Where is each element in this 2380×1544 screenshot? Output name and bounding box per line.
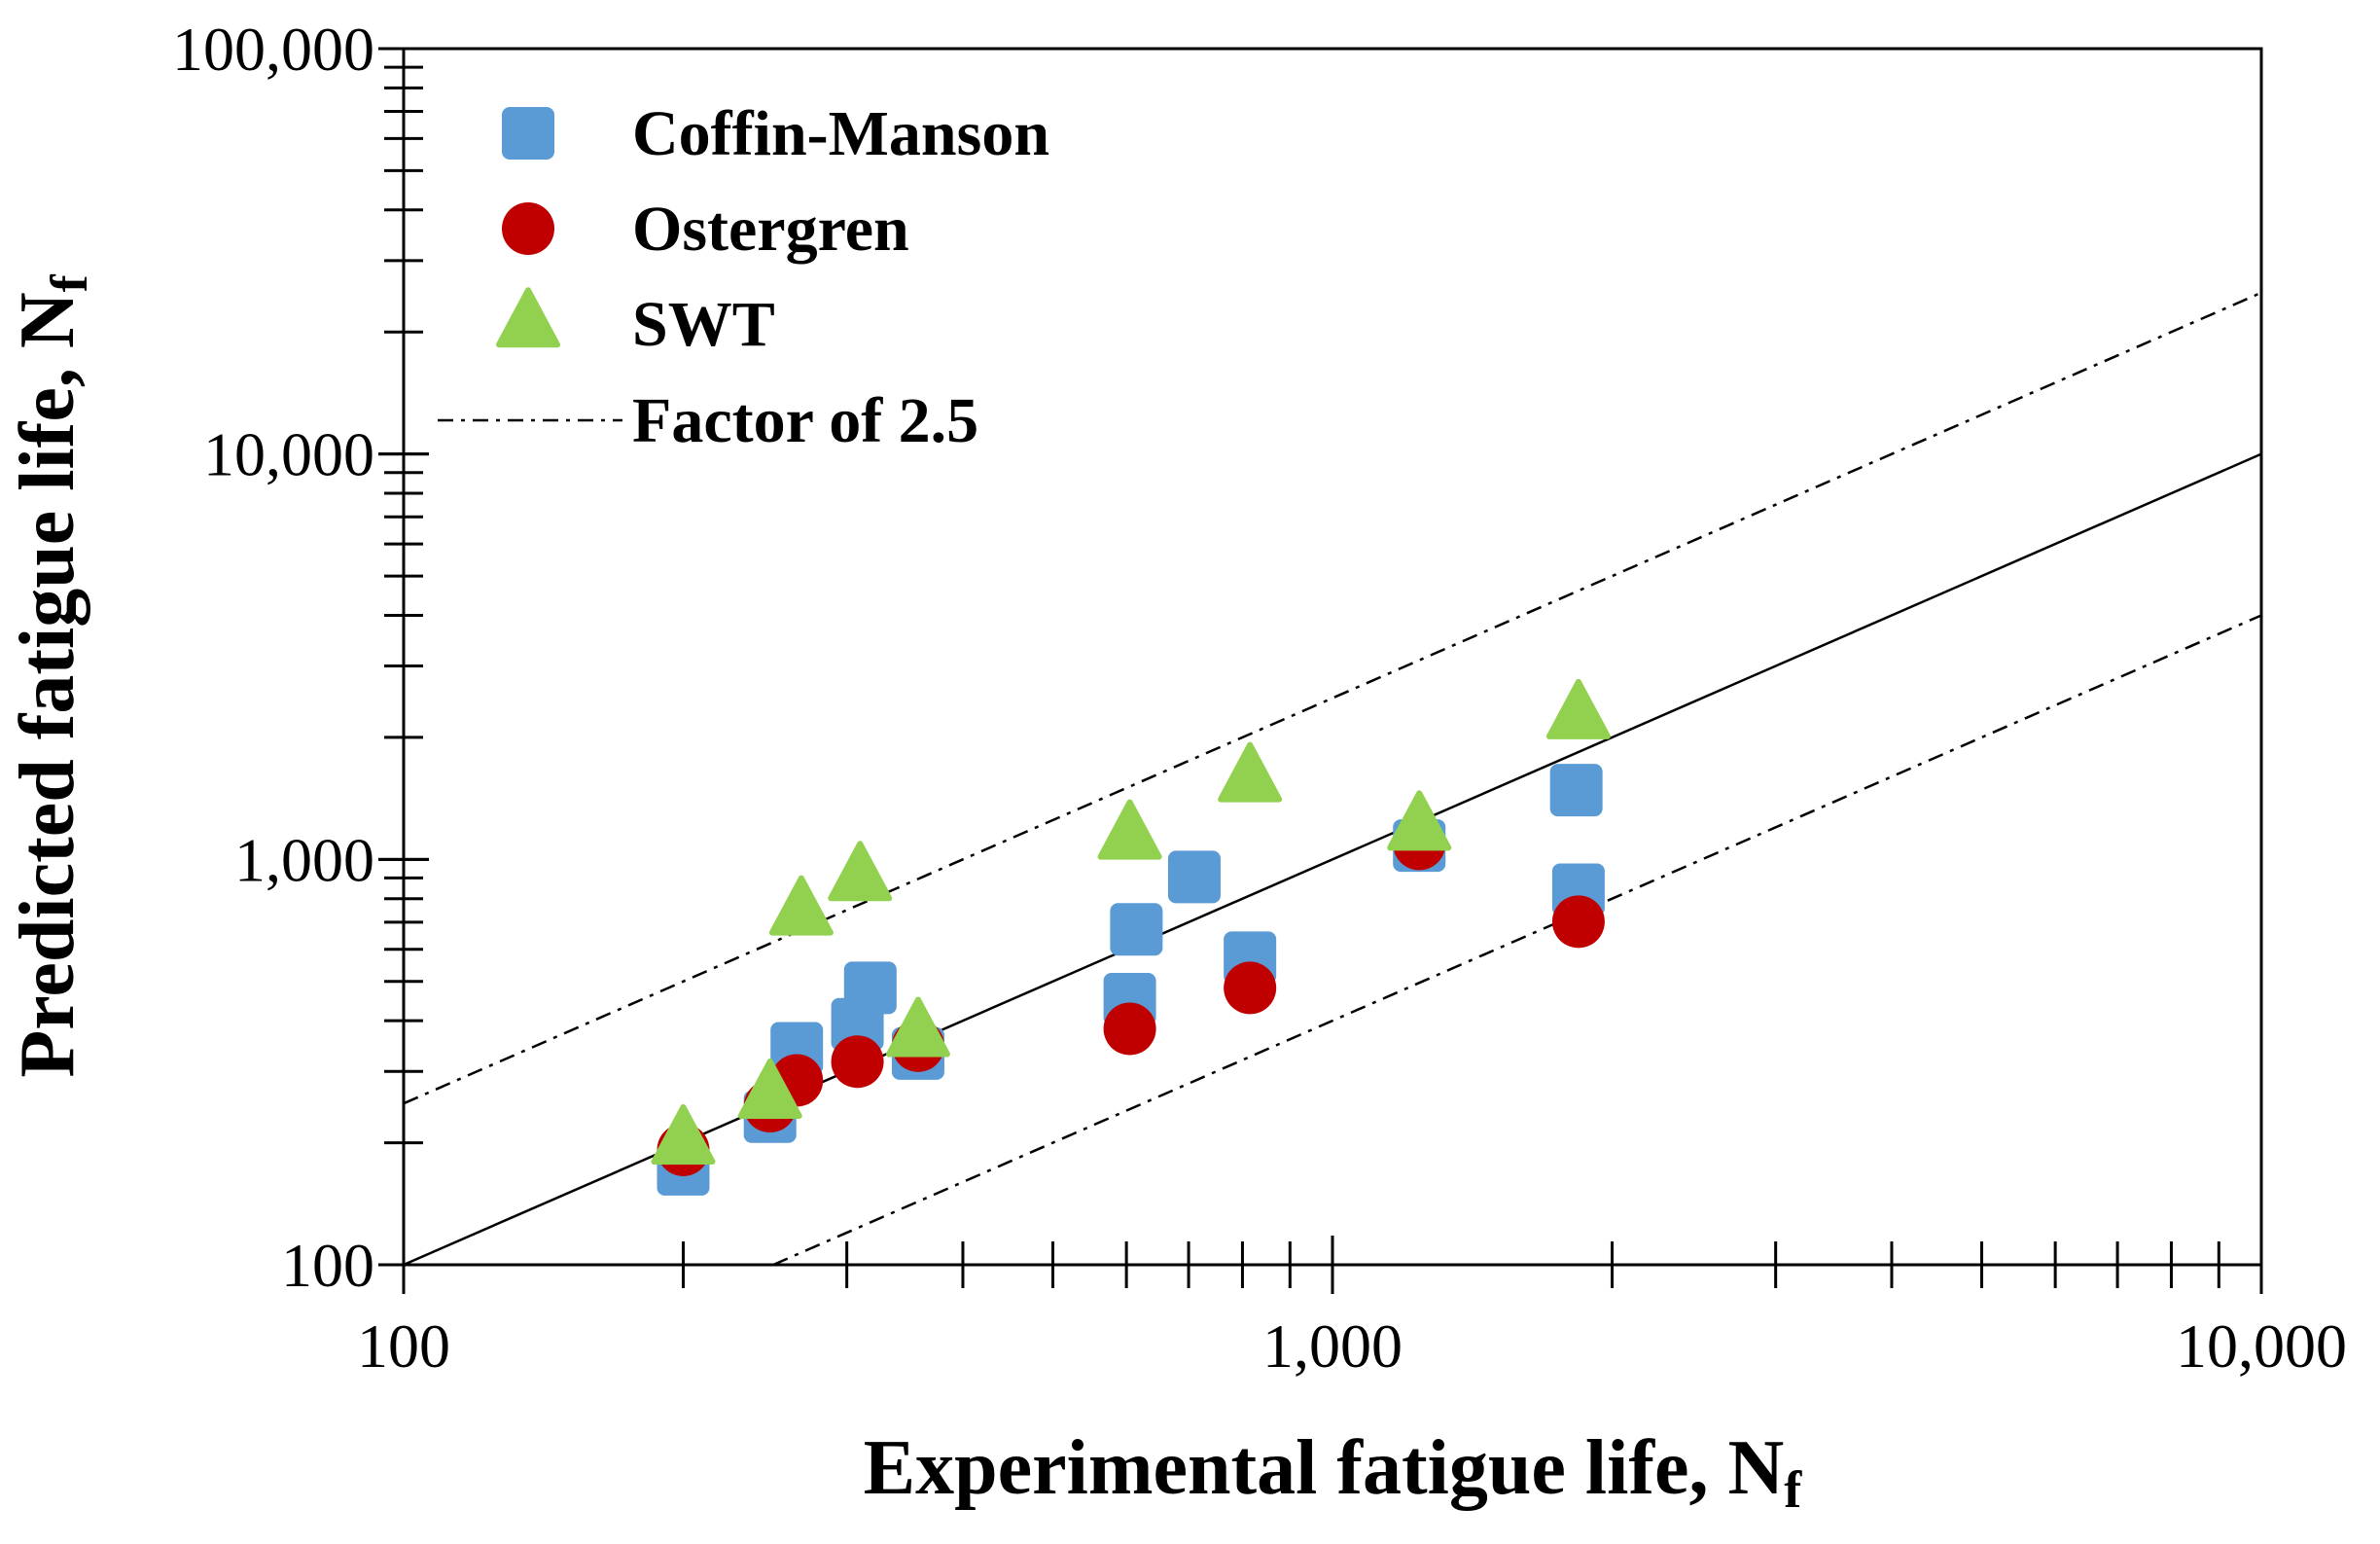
y-axis-title-text: Predicted fatigue life, N bbox=[5, 292, 90, 1077]
data-point-circle bbox=[1224, 961, 1277, 1015]
legend-label: SWT bbox=[632, 289, 775, 360]
x-axis-title: Experimental fatigue life, Nf bbox=[864, 1425, 1802, 1519]
x-axis-title-subscript: f bbox=[1784, 1460, 1802, 1519]
y-axis-title: Predicted fatigue life, Nf bbox=[5, 273, 98, 1077]
reference-lines bbox=[403, 291, 2262, 1267]
one-to-one-line bbox=[403, 452, 2262, 1267]
data-point-square bbox=[1110, 903, 1163, 956]
data-point-square bbox=[1549, 764, 1603, 817]
data-point-circle bbox=[1103, 1002, 1156, 1056]
data-points bbox=[651, 678, 1611, 1196]
plot-area bbox=[402, 47, 2263, 1267]
legend: Coffin-Manson Ostergren SWT Factor of 2.5 bbox=[438, 98, 1049, 456]
y-axis-title-subscript: f bbox=[40, 273, 98, 292]
y-tick-label: 100 bbox=[281, 1231, 374, 1300]
x-tick-label: 10,000 bbox=[2176, 1311, 2347, 1381]
legend-label: Factor of 2.5 bbox=[632, 385, 978, 456]
tick-labels: 100 1,000 10,000 100 1,000 10,000 100,000 bbox=[172, 15, 2347, 1381]
data-point-triangle bbox=[1097, 799, 1162, 860]
x-tick-label: 1,000 bbox=[1262, 1311, 1403, 1381]
data-point-circle bbox=[1551, 895, 1605, 949]
legend-label: Coffin-Manson bbox=[632, 98, 1049, 169]
legend-marker-square bbox=[502, 107, 554, 160]
data-point-triangle bbox=[1545, 678, 1611, 739]
data-point-triangle bbox=[768, 875, 834, 936]
data-point-triangle bbox=[651, 1104, 716, 1166]
y-tick-label: 100,000 bbox=[172, 15, 374, 84]
data-point-triangle bbox=[737, 1058, 802, 1119]
data-point-triangle bbox=[1218, 741, 1283, 803]
factor-line bbox=[772, 614, 2262, 1267]
data-point-triangle bbox=[828, 841, 893, 902]
y-tick-label: 1,000 bbox=[234, 825, 374, 894]
data-point-square bbox=[1167, 850, 1221, 904]
y-tick-label: 10,000 bbox=[203, 420, 374, 489]
data-point-triangle bbox=[1387, 790, 1452, 851]
data-point-triangle bbox=[885, 996, 950, 1058]
factor-line bbox=[403, 291, 2262, 1105]
data-point-square bbox=[843, 961, 897, 1015]
legend-label: Ostergren bbox=[632, 194, 909, 265]
x-tick-label: 100 bbox=[357, 1311, 450, 1381]
legend-marker-circle bbox=[502, 202, 554, 255]
legend-marker-triangle bbox=[496, 287, 560, 348]
data-point-circle bbox=[831, 1035, 884, 1089]
x-axis-title-text: Experimental fatigue life, N bbox=[864, 1425, 1784, 1511]
